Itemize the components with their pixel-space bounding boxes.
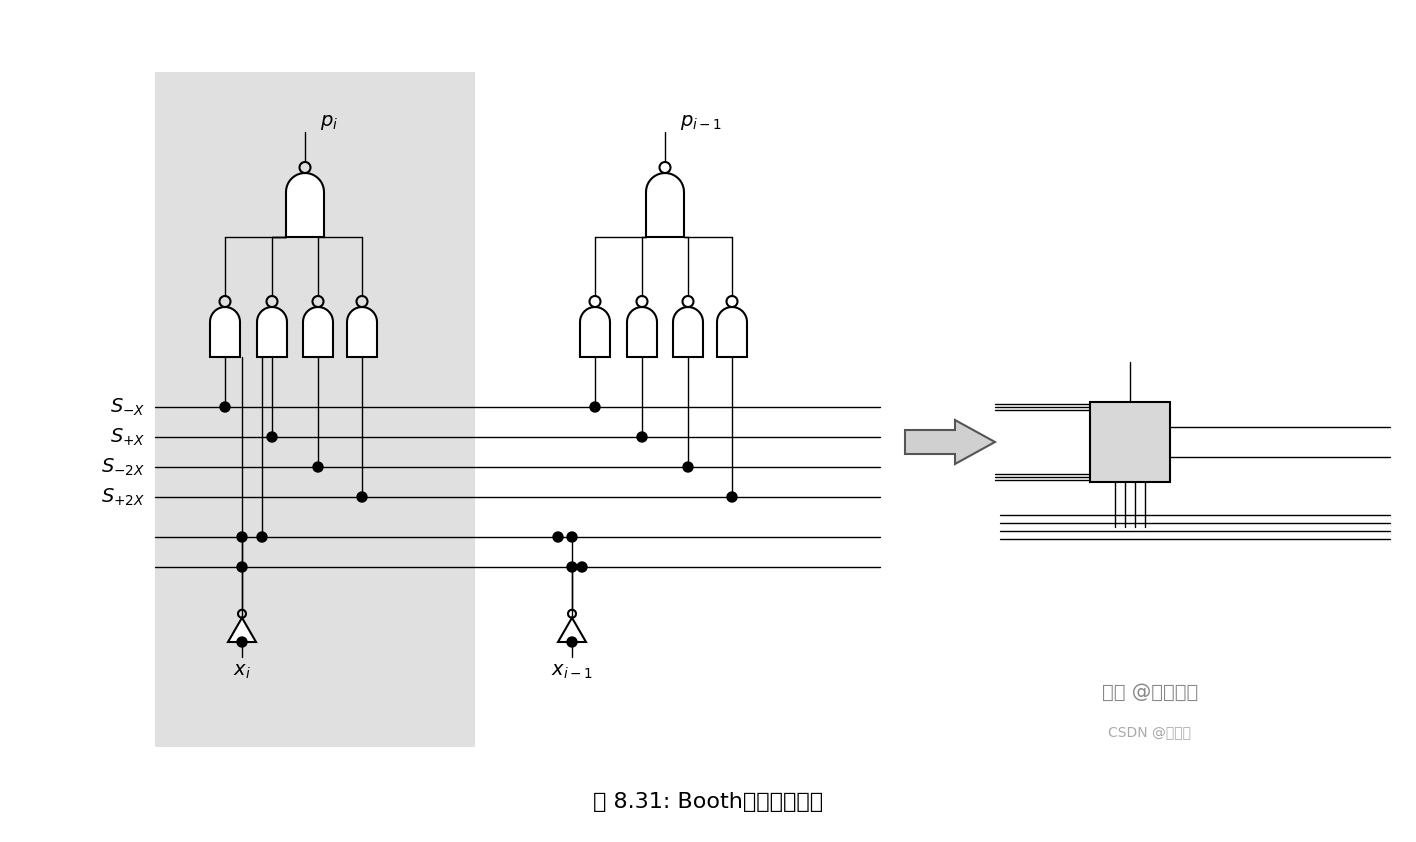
Polygon shape bbox=[905, 420, 995, 464]
Polygon shape bbox=[228, 618, 256, 642]
PathPatch shape bbox=[303, 307, 333, 357]
Circle shape bbox=[236, 637, 246, 647]
Circle shape bbox=[726, 492, 736, 502]
Text: $x_{i-1}$: $x_{i-1}$ bbox=[551, 662, 593, 681]
Circle shape bbox=[566, 637, 576, 647]
FancyBboxPatch shape bbox=[1090, 402, 1170, 482]
Circle shape bbox=[566, 532, 576, 542]
PathPatch shape bbox=[286, 173, 324, 237]
Circle shape bbox=[256, 532, 268, 542]
Circle shape bbox=[683, 462, 692, 472]
PathPatch shape bbox=[210, 307, 239, 357]
Circle shape bbox=[566, 562, 576, 572]
Circle shape bbox=[313, 462, 323, 472]
Text: $p_{i-1}$: $p_{i-1}$ bbox=[680, 113, 722, 132]
Circle shape bbox=[590, 402, 600, 412]
PathPatch shape bbox=[256, 307, 287, 357]
Circle shape bbox=[219, 402, 229, 412]
Text: $x_i$: $x_i$ bbox=[234, 662, 251, 681]
PathPatch shape bbox=[716, 307, 748, 357]
Text: $S_{+X}$: $S_{+X}$ bbox=[109, 426, 144, 448]
PathPatch shape bbox=[673, 307, 702, 357]
Circle shape bbox=[576, 562, 588, 572]
PathPatch shape bbox=[347, 307, 377, 357]
PathPatch shape bbox=[646, 173, 684, 237]
Text: 图 8.31: Booth结果选择逻辑: 图 8.31: Booth结果选择逻辑 bbox=[593, 792, 823, 812]
Circle shape bbox=[637, 432, 647, 442]
Circle shape bbox=[236, 562, 246, 572]
Text: $S_{-X}$: $S_{-X}$ bbox=[109, 397, 144, 418]
Polygon shape bbox=[558, 618, 586, 642]
Text: $S_{+2X}$: $S_{+2X}$ bbox=[101, 487, 144, 508]
Circle shape bbox=[268, 432, 278, 442]
Circle shape bbox=[554, 532, 564, 542]
PathPatch shape bbox=[581, 307, 610, 357]
Text: CSDN @牧码银: CSDN @牧码银 bbox=[1109, 725, 1191, 739]
FancyBboxPatch shape bbox=[154, 72, 474, 747]
Text: 知乎 @开芯小杨: 知乎 @开芯小杨 bbox=[1102, 683, 1198, 701]
Text: $S_{-2X}$: $S_{-2X}$ bbox=[101, 456, 144, 477]
Circle shape bbox=[236, 532, 246, 542]
PathPatch shape bbox=[627, 307, 657, 357]
Circle shape bbox=[357, 492, 367, 502]
Text: $p_i$: $p_i$ bbox=[320, 113, 338, 132]
